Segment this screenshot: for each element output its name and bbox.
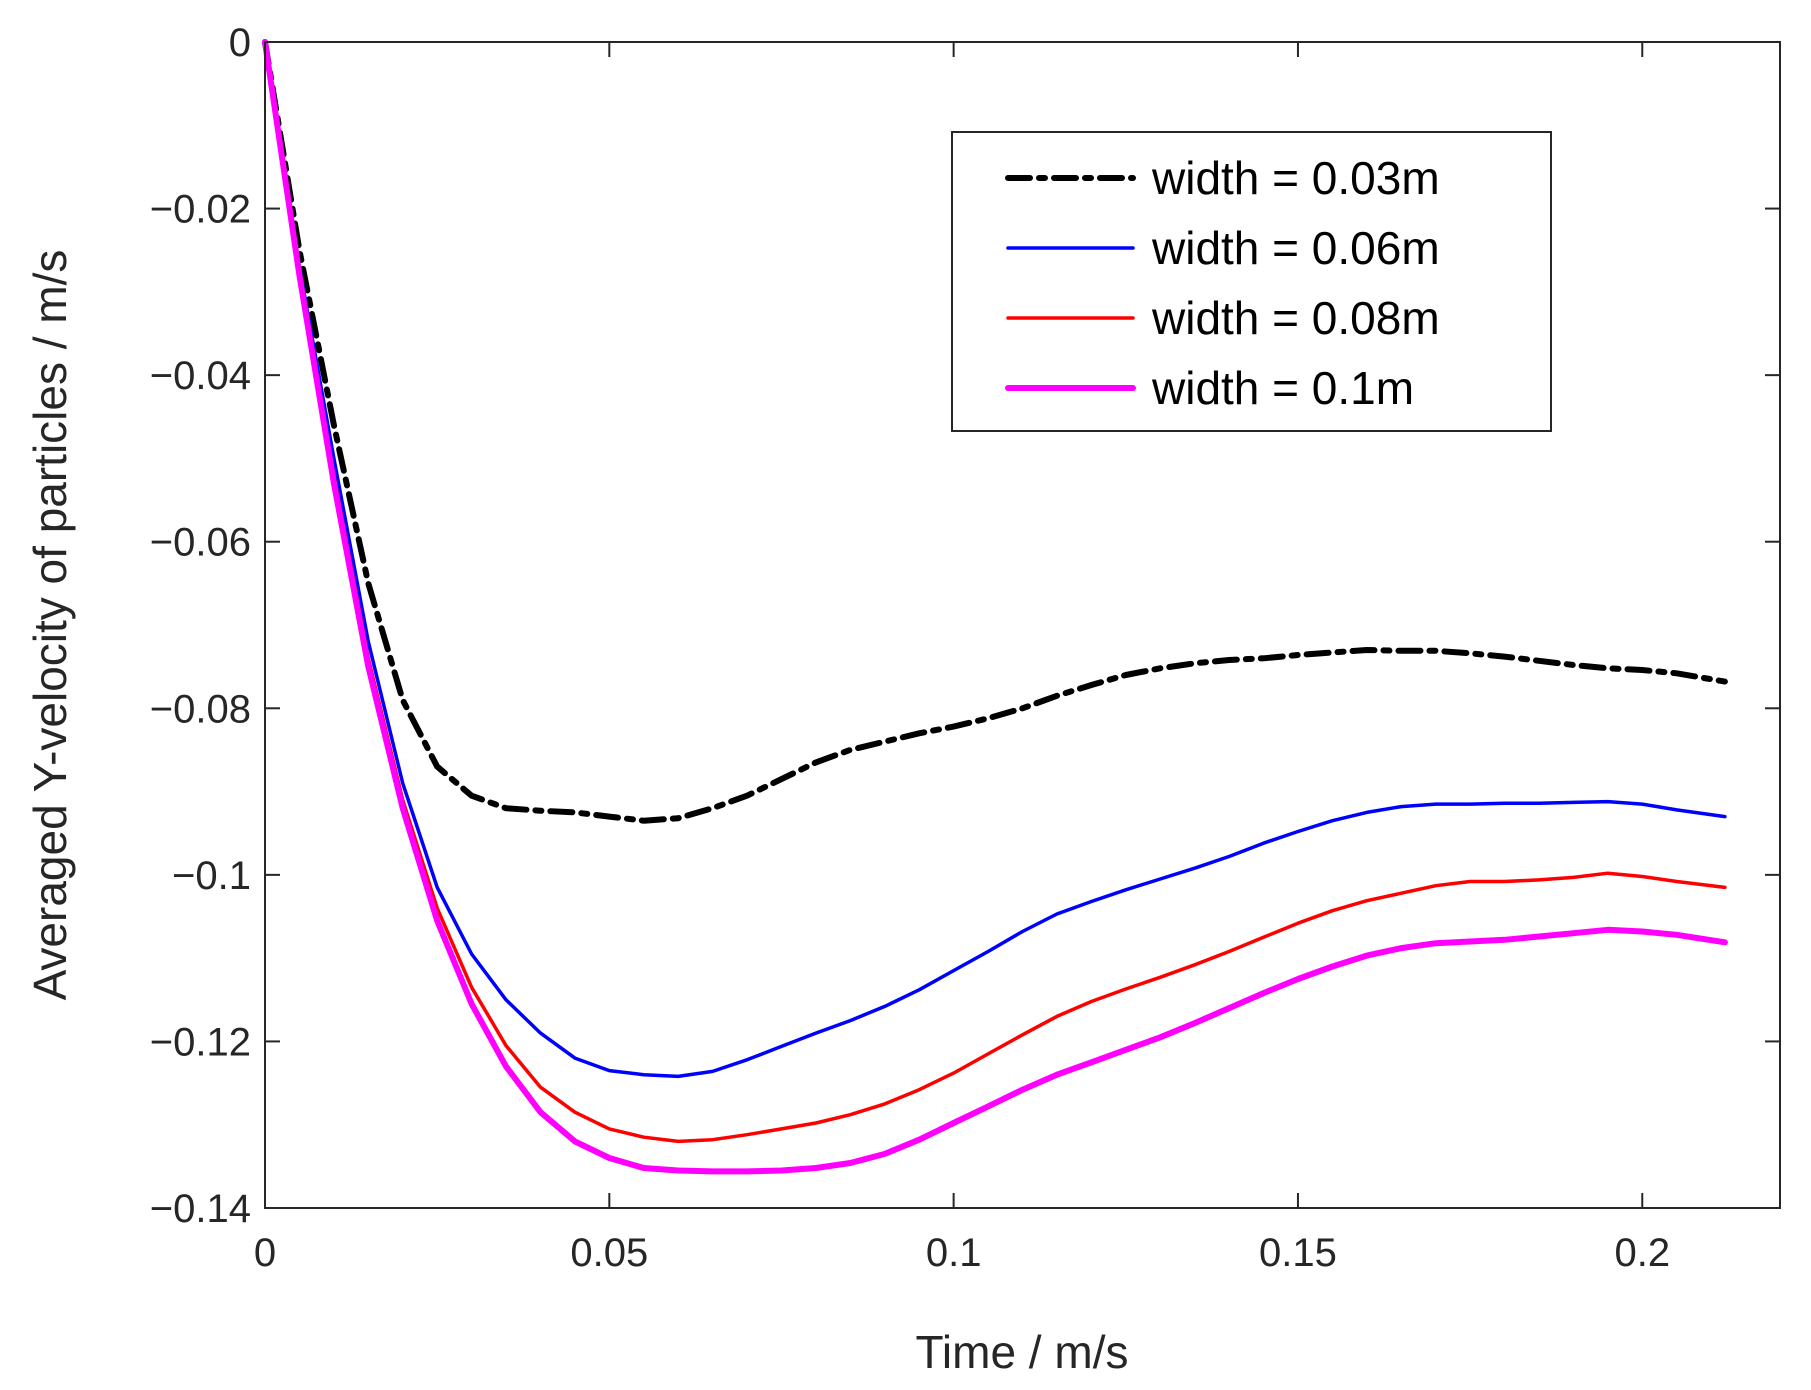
legend-items: width = 0.03m width = 0.06m width = 0.08m w… <box>1005 152 1440 414</box>
legend-label-2: width = 0.06m <box>1151 222 1440 274</box>
series-line-4 <box>262 39 1728 1175</box>
series-line-3 <box>263 40 1727 1144</box>
y-tick-label: −0.04 <box>150 354 251 398</box>
y-tick-label: −0.08 <box>150 687 251 731</box>
x-tick-label: 0.15 <box>1259 1231 1337 1275</box>
series-line-1 <box>262 39 1728 824</box>
legend-label-1: width = 0.03m <box>1151 152 1440 204</box>
y-tick-label: −0.12 <box>150 1020 251 1064</box>
x-axis: 0 0.05 0.1 0.15 0.2 <box>254 42 1670 1275</box>
y-tick-label: −0.1 <box>172 854 251 898</box>
x-tick-label: 0 <box>254 1231 276 1275</box>
x-tick-label: 0.1 <box>926 1231 982 1275</box>
y-axis: 0 −0.02 −0.04 −0.06 −0.08 −0.1 −0.12 −0.14 <box>150 21 1780 1231</box>
x-axis-title: Time / m/s <box>916 1326 1129 1378</box>
y-tick-label: 0 <box>229 21 251 65</box>
legend: width = 0.03m width = 0.06m width = 0.08m w… <box>951 131 1552 432</box>
plot-frame <box>264 41 1781 1209</box>
x-tick-label: 0.05 <box>570 1231 648 1275</box>
series-line-2 <box>263 40 1727 1079</box>
legend-label-4: width = 0.1m <box>1151 362 1414 414</box>
legend-box <box>951 131 1552 432</box>
legend-label-3: width = 0.08m <box>1151 292 1440 344</box>
series-layer <box>262 39 1728 1175</box>
y-tick-label: −0.06 <box>150 521 251 565</box>
y-tick-label: −0.14 <box>150 1187 251 1231</box>
y-tick-label: −0.02 <box>150 188 251 232</box>
y-axis-title: Averaged Y-velocity of particles / m/s <box>24 250 76 1001</box>
x-tick-label: 0.2 <box>1614 1231 1670 1275</box>
